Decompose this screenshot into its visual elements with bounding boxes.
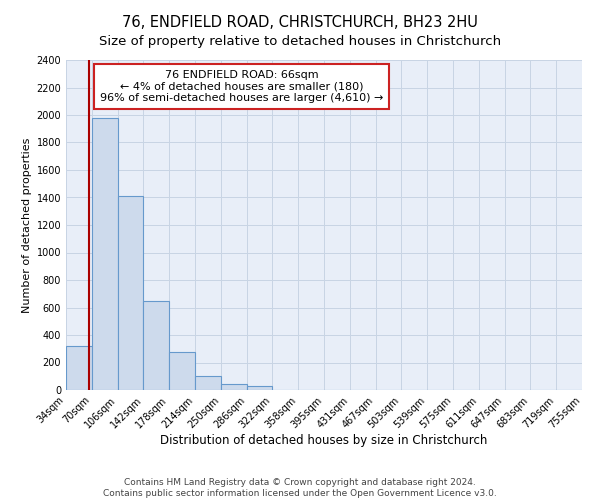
Bar — [247, 386, 272, 390]
X-axis label: Distribution of detached houses by size in Christchurch: Distribution of detached houses by size … — [160, 434, 488, 447]
Bar — [195, 376, 221, 390]
Bar — [92, 118, 118, 390]
Text: 76, ENDFIELD ROAD, CHRISTCHURCH, BH23 2HU: 76, ENDFIELD ROAD, CHRISTCHURCH, BH23 2H… — [122, 15, 478, 30]
Bar — [221, 384, 247, 390]
Text: 76 ENDFIELD ROAD: 66sqm
← 4% of detached houses are smaller (180)
96% of semi-de: 76 ENDFIELD ROAD: 66sqm ← 4% of detached… — [100, 70, 383, 103]
Bar — [66, 346, 92, 390]
Bar — [143, 300, 169, 390]
Y-axis label: Number of detached properties: Number of detached properties — [22, 138, 32, 312]
Bar — [118, 196, 143, 390]
Bar — [169, 352, 195, 390]
Text: Contains HM Land Registry data © Crown copyright and database right 2024.
Contai: Contains HM Land Registry data © Crown c… — [103, 478, 497, 498]
Text: Size of property relative to detached houses in Christchurch: Size of property relative to detached ho… — [99, 35, 501, 48]
